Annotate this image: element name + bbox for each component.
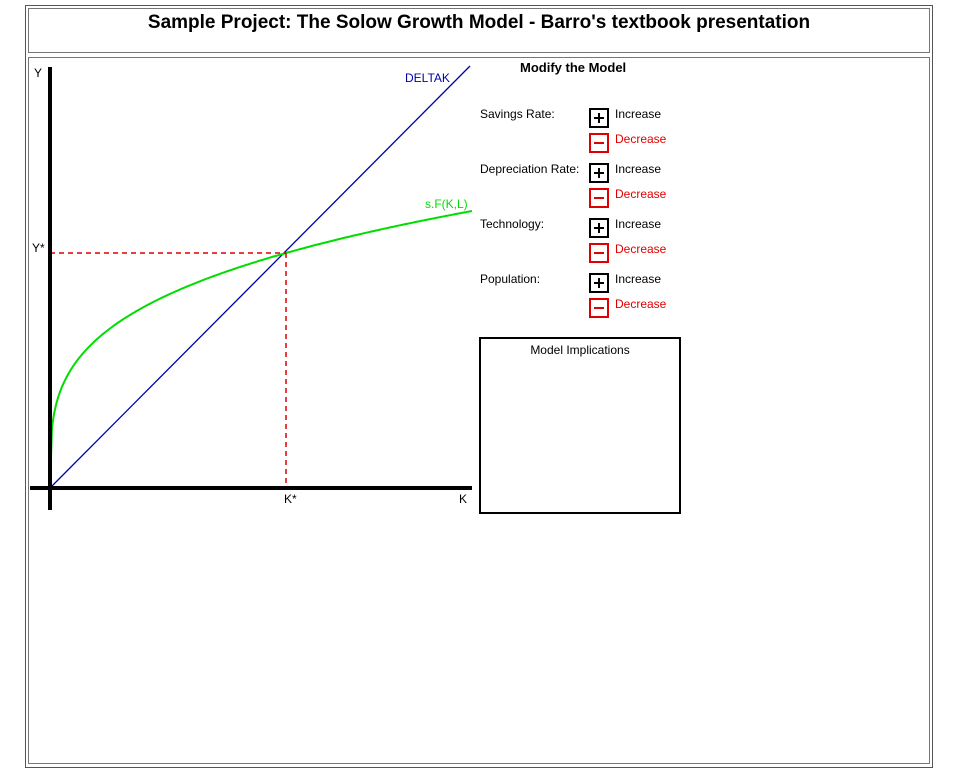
main-panel <box>28 57 930 764</box>
technology-increase-label[interactable]: Increase <box>615 217 662 231</box>
y-star-label: Y* <box>32 241 45 255</box>
savings-decrease-label[interactable]: Decrease <box>615 132 667 146</box>
savings-decrease-button[interactable] <box>589 133 609 153</box>
depreciation-rate-label: Depreciation Rate: <box>480 162 580 176</box>
population-label: Population: <box>480 272 541 286</box>
minus-icon <box>594 142 604 144</box>
depreciation-decrease-label[interactable]: Decrease <box>615 187 667 201</box>
deltak-label: DELTAK <box>405 71 450 85</box>
depreciation-decrease-button[interactable] <box>589 188 609 208</box>
savings-increase-label[interactable]: Increase <box>615 107 662 121</box>
population-decrease-label[interactable]: Decrease <box>615 297 667 311</box>
modify-model-title: Modify the Model <box>520 60 627 75</box>
savings-curve <box>49 210 473 489</box>
population-increase-button[interactable] <box>589 273 609 293</box>
population-increase-label[interactable]: Increase <box>615 272 662 286</box>
minus-icon <box>594 252 604 254</box>
k-star-label: K* <box>284 492 297 506</box>
model-implications-title: Model Implications <box>530 343 630 357</box>
savings-increase-button[interactable] <box>589 108 609 128</box>
population-decrease-button[interactable] <box>589 298 609 318</box>
technology-decrease-button[interactable] <box>589 243 609 263</box>
page-title: Sample Project: The Solow Growth Model -… <box>147 12 811 33</box>
model-implications-box: Model Implications <box>479 337 681 514</box>
depreciation-increase-button[interactable] <box>589 163 609 183</box>
technology-label: Technology: <box>480 217 545 231</box>
minus-icon <box>594 197 604 199</box>
x-axis-label: K <box>459 492 467 506</box>
savings-rate-label: Savings Rate: <box>480 107 555 121</box>
curve-label: s.F(K,L) <box>425 197 468 211</box>
window-frame <box>25 5 933 768</box>
depreciation-increase-label[interactable]: Increase <box>615 162 662 176</box>
y-axis-label: Y <box>34 66 42 80</box>
title-panel: Sample Project: The Solow Growth Model -… <box>28 8 930 53</box>
technology-increase-button[interactable] <box>589 218 609 238</box>
deltak-line <box>49 65 471 489</box>
minus-icon <box>594 307 604 309</box>
technology-decrease-label[interactable]: Decrease <box>615 242 667 256</box>
